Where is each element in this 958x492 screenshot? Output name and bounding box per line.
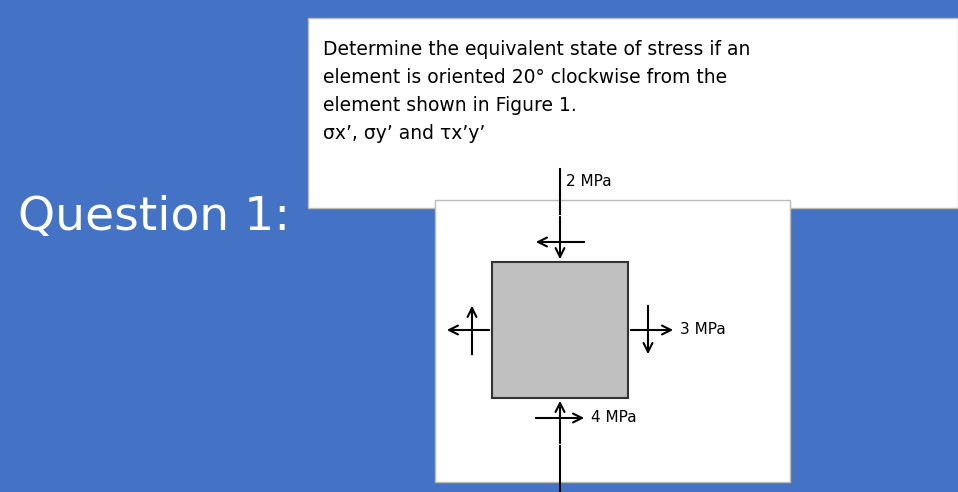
Text: Determine the equivalent state of stress if an: Determine the equivalent state of stress…: [323, 40, 750, 59]
Bar: [492, 262, 628, 398]
Text: σx’, σy’ and τx’y’: σx’, σy’ and τx’y’: [323, 124, 486, 143]
Text: 4 MPa: 4 MPa: [591, 410, 637, 426]
Text: element is oriented 20° clockwise from the: element is oriented 20° clockwise from t…: [323, 68, 727, 87]
Bar: [308, 18, 958, 208]
Bar: [435, 200, 790, 482]
Text: 3 MPa: 3 MPa: [680, 322, 726, 338]
Text: element shown in Figure 1.: element shown in Figure 1.: [323, 96, 577, 115]
Text: Question 1:: Question 1:: [18, 195, 290, 240]
Text: 2 MPa: 2 MPa: [566, 174, 611, 189]
